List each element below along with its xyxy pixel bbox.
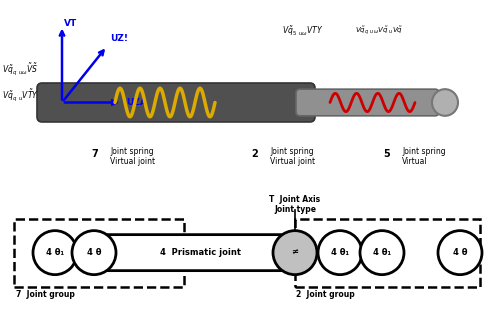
Circle shape bbox=[432, 89, 458, 116]
Circle shape bbox=[273, 231, 317, 275]
Text: 2  Joint group: 2 Joint group bbox=[296, 290, 355, 299]
FancyBboxPatch shape bbox=[296, 89, 439, 116]
Text: ≠: ≠ bbox=[291, 248, 299, 257]
Circle shape bbox=[72, 231, 116, 275]
Text: Joint spring
Virtual joint: Joint spring Virtual joint bbox=[110, 147, 155, 166]
Text: 7  Joint group: 7 Joint group bbox=[16, 290, 75, 299]
Text: $V\tilde{q}_5$ $_{u\omega}VTY$: $V\tilde{q}_5$ $_{u\omega}VTY$ bbox=[282, 24, 323, 38]
Text: Joint spring
Virtual: Joint spring Virtual bbox=[402, 147, 446, 166]
Text: UZA: UZA bbox=[126, 98, 147, 107]
Text: UZ!: UZ! bbox=[110, 34, 128, 43]
Text: $V\tilde{q}_q$ $_{u\omega}\tilde{V}\tilde{S}$: $V\tilde{q}_q$ $_{u\omega}\tilde{V}\tild… bbox=[2, 61, 38, 76]
Text: 4 θ₁: 4 θ₁ bbox=[46, 248, 64, 257]
Text: T  Joint Axis
Joint type: T Joint Axis Joint type bbox=[270, 195, 321, 214]
Circle shape bbox=[438, 231, 482, 275]
Text: $V\tilde{q}_q$ $_{u\omega}V\tilde{q}$ $_{u}V\tilde{q}$: $V\tilde{q}_q$ $_{u\omega}V\tilde{q}$ $_… bbox=[355, 24, 403, 37]
Text: 2: 2 bbox=[251, 149, 258, 159]
FancyBboxPatch shape bbox=[102, 235, 298, 270]
Text: VT: VT bbox=[64, 19, 77, 28]
Text: 4 θ: 4 θ bbox=[87, 248, 101, 257]
FancyBboxPatch shape bbox=[37, 83, 315, 122]
Bar bbox=[14, 219, 184, 287]
Text: 7: 7 bbox=[91, 149, 98, 159]
Text: 4 θ₁: 4 θ₁ bbox=[373, 248, 391, 257]
Circle shape bbox=[360, 231, 404, 275]
Circle shape bbox=[318, 231, 362, 275]
Text: 4  Prismatic joint: 4 Prismatic joint bbox=[159, 248, 241, 257]
Text: $V\tilde{q}_q$ $_{u}V\tilde{T}Y$: $V\tilde{q}_q$ $_{u}V\tilde{T}Y$ bbox=[2, 88, 39, 103]
Text: 4 θ: 4 θ bbox=[453, 248, 467, 257]
Text: 4 θ₁: 4 θ₁ bbox=[331, 248, 349, 257]
Text: Joint spring
Virtual joint: Joint spring Virtual joint bbox=[270, 147, 315, 166]
Bar bbox=[295, 219, 480, 287]
Text: 5: 5 bbox=[383, 149, 390, 159]
Circle shape bbox=[33, 231, 77, 275]
